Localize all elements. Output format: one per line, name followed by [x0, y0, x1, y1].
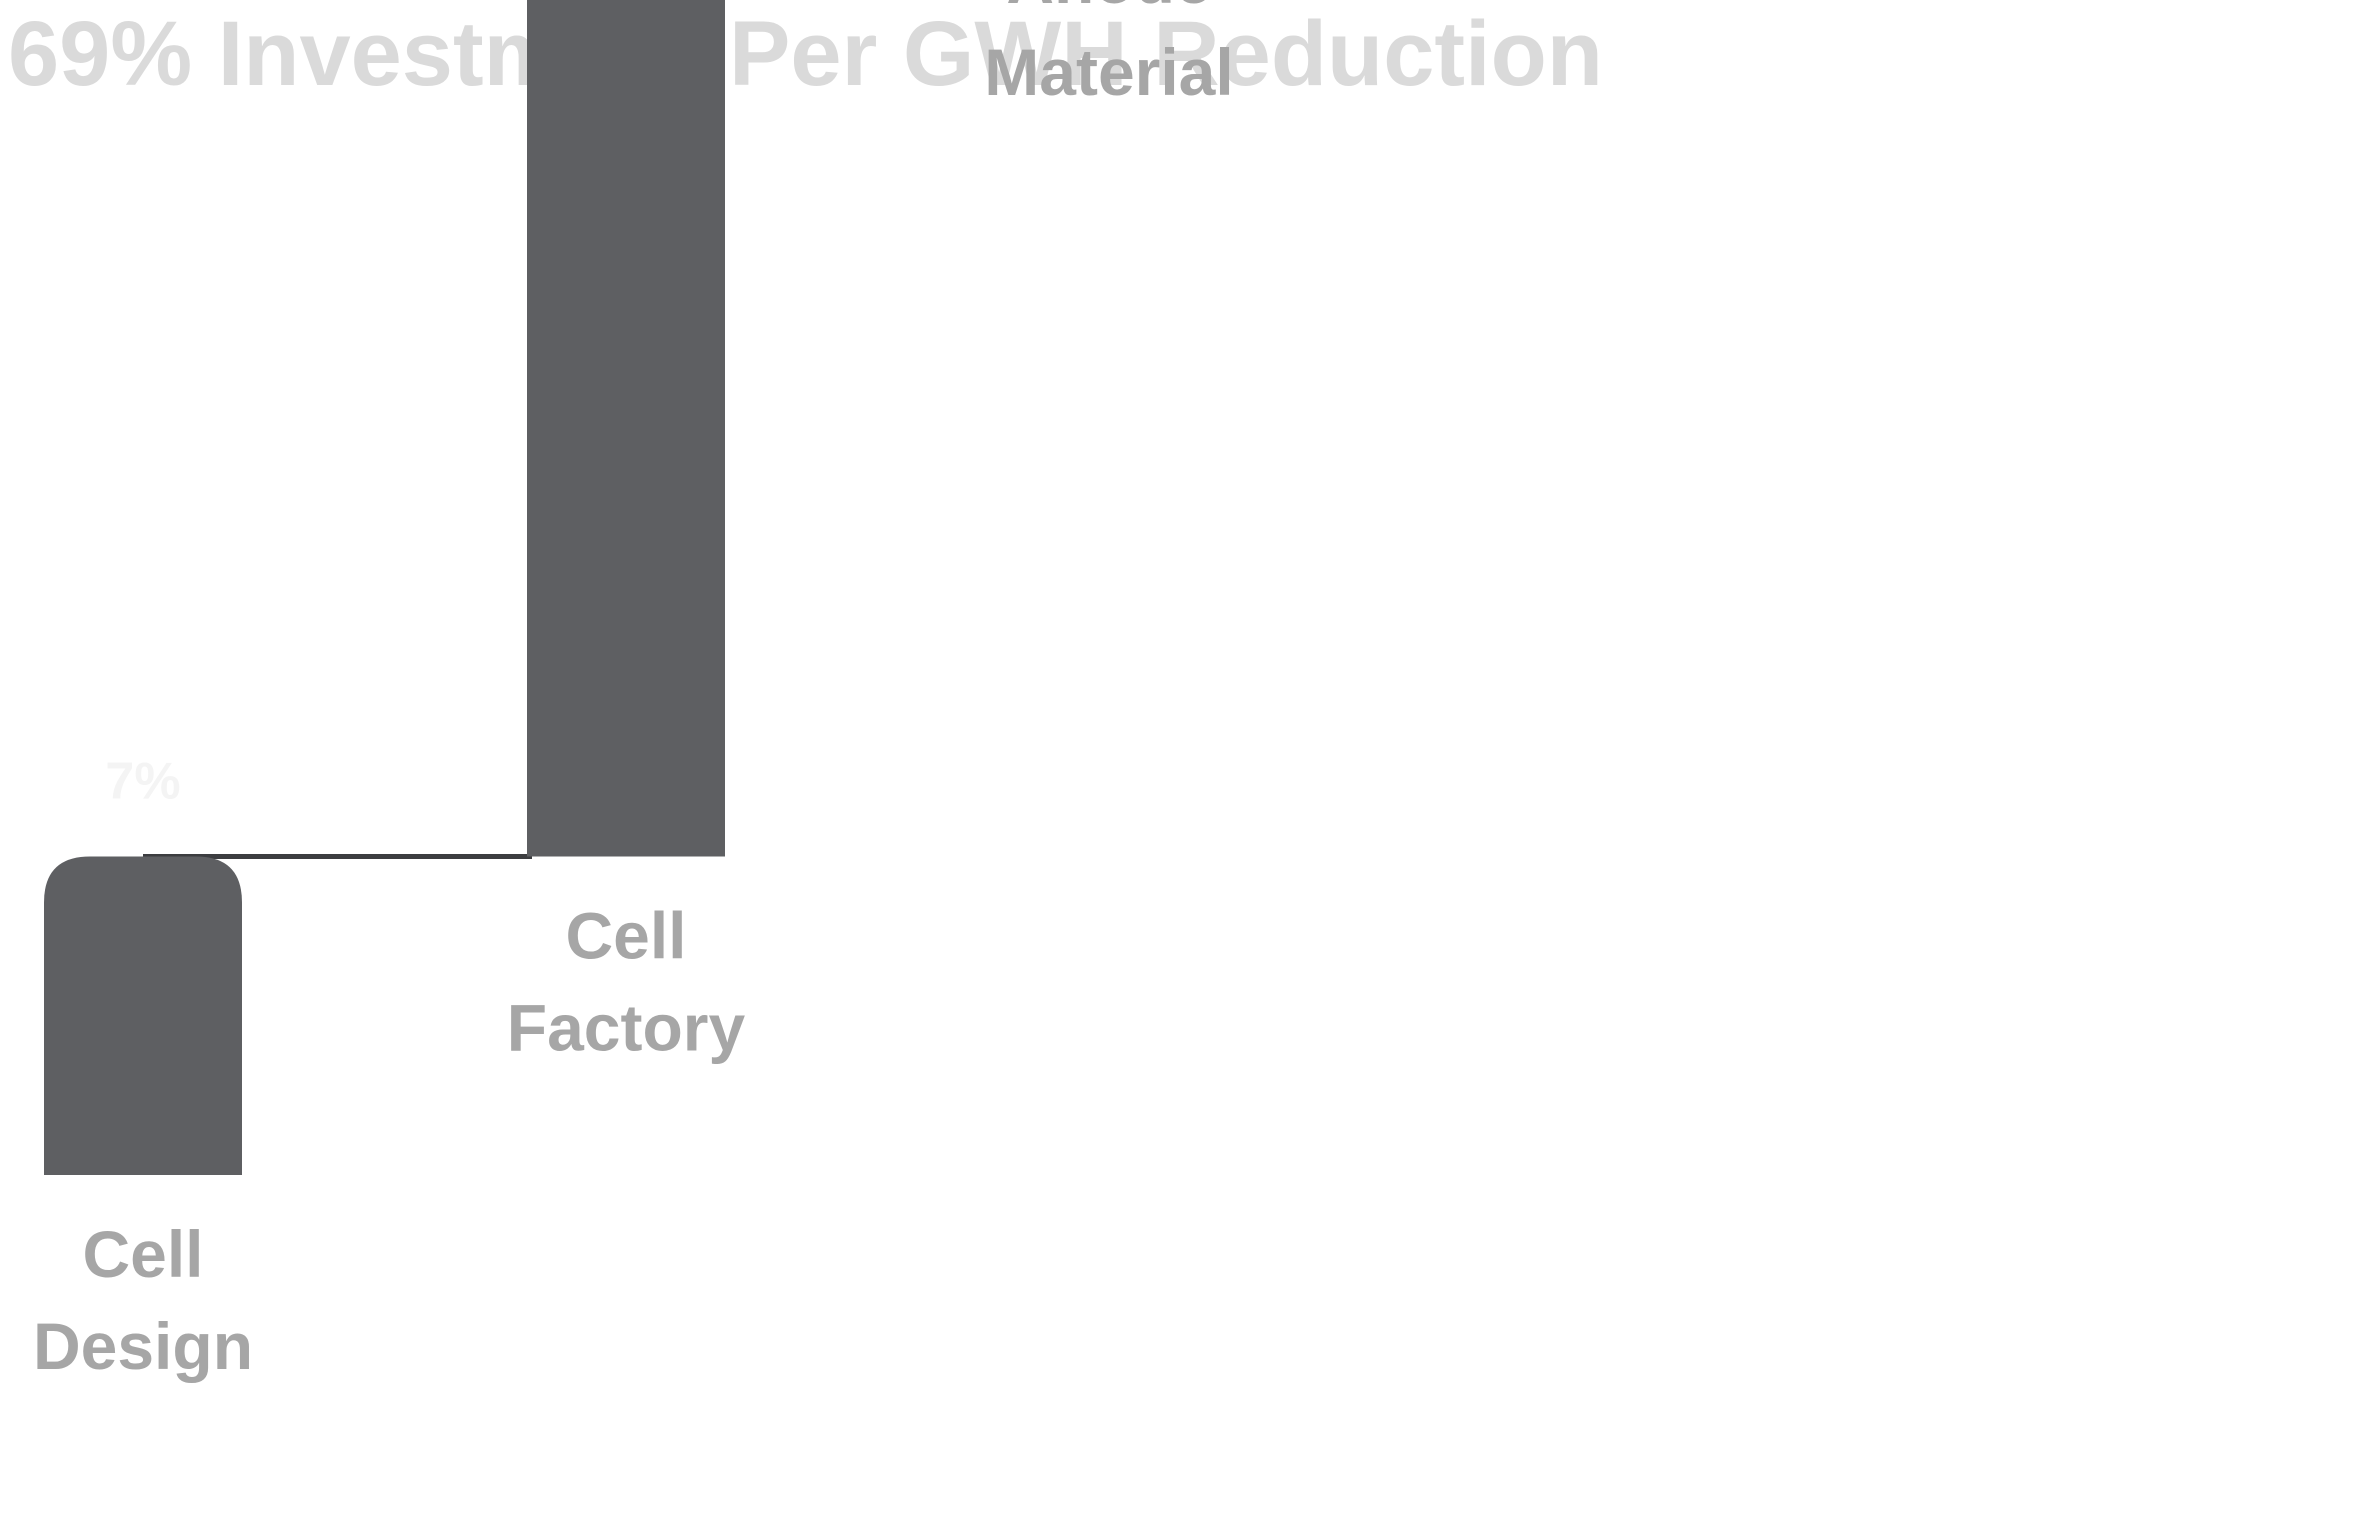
- category-label-cell-factory: Cell Factory: [507, 899, 746, 1065]
- category-label-cell-design: Cell Design: [33, 1217, 253, 1383]
- value-label-group: 7%21%6%12%8%: [105, 753, 180, 811]
- bar-group: [44, 0, 725, 1175]
- value-label-cell-design: 7%: [105, 753, 180, 811]
- category-label-anode-material: AnodeMaterial: [984, 0, 1233, 109]
- category-label-group: CellDesignCellFactoryAnodeMaterialCathod…: [33, 0, 1234, 1383]
- connector-lines: [143, 854, 532, 859]
- bar-cell-design: [44, 856, 242, 1175]
- chart-title: 69% Investment Per GWH Reduction: [8, 3, 1603, 105]
- bar-cell-factory: [527, 0, 725, 857]
